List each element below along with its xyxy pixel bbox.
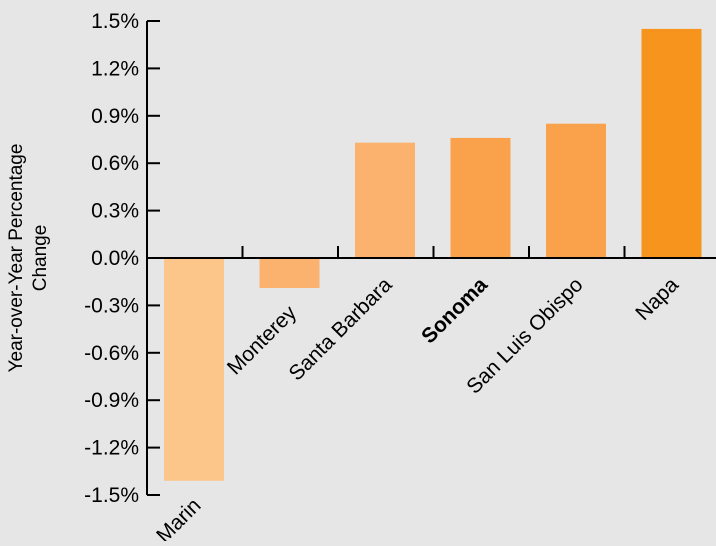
y-tick-label: 0.0% — [91, 247, 139, 270]
y-tick-label: -1.2% — [84, 437, 139, 460]
category-label-santa-barbara: Santa Barbara — [285, 273, 397, 385]
bar-sonoma — [450, 137, 511, 258]
y-tick-label: -0.6% — [84, 342, 139, 365]
y-tick-label: 0.9% — [91, 105, 139, 128]
category-label-marin: Marin — [152, 494, 205, 541]
category-label-sonoma: Sonoma — [417, 273, 492, 348]
y-tick-label: 1.5% — [91, 10, 139, 33]
y-axis-title-line-1: Year-over-Year Percentage — [6, 144, 27, 373]
y-axis: 1.5% 1.2% 0.9% 0.6% 0.3% 0.0% -0.3% -0.6% -0.9% -… — [84, 10, 160, 507]
y-axis-title: Year-over-Year Percentage Change — [6, 144, 51, 373]
y-axis-title-line-2: Change — [30, 225, 51, 292]
y-tick-label: -0.9% — [84, 389, 139, 412]
bar-napa — [641, 28, 702, 259]
y-tick-label: 0.6% — [91, 152, 139, 175]
bar-marin — [164, 258, 224, 481]
bar-monterey — [259, 258, 320, 289]
y-tick-label: -1.5% — [84, 484, 139, 507]
x-axis-zero-line — [147, 246, 716, 259]
y-tick-label: 1.2% — [91, 57, 139, 80]
category-label-napa: Napa — [631, 273, 683, 325]
bar-santa-barbara — [355, 142, 415, 258]
bar-san-luis-obispo — [546, 123, 606, 258]
y-tick-label: 0.3% — [91, 200, 139, 223]
y-tick-label: -0.3% — [84, 294, 139, 317]
bars — [164, 28, 702, 481]
